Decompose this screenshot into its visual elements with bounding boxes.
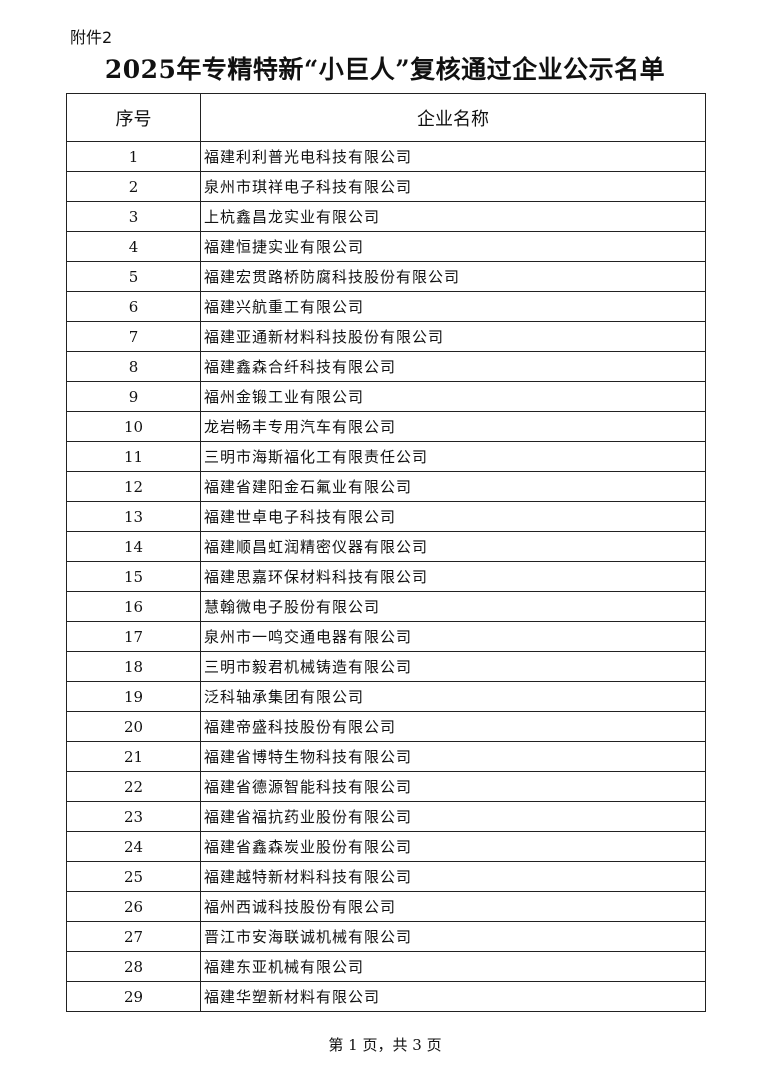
company-name-cell: 泉州市一鸣交通电器有限公司: [200, 621, 706, 652]
serial-cell: 27: [66, 921, 201, 952]
serial-cell: 18: [66, 651, 201, 682]
table-row: 27 晋江市安海联诚机械有限公司: [66, 921, 706, 952]
table-row: 24 福建省鑫森炭业股份有限公司: [66, 831, 706, 862]
company-name-cell: 福建思嘉环保材料科技有限公司: [200, 561, 706, 592]
serial-cell: 24: [66, 831, 201, 862]
company-name-cell: 福建省博特生物科技有限公司: [200, 741, 706, 772]
serial-cell: 3: [66, 201, 201, 232]
company-name-cell: 福建顺昌虹润精密仪器有限公司: [200, 531, 706, 562]
serial-cell: 11: [66, 441, 201, 472]
table-row: 3 上杭鑫昌龙实业有限公司: [66, 201, 706, 232]
table-row: 1 福建利利普光电科技有限公司: [66, 141, 706, 172]
table-row: 29 福建华塑新材料有限公司: [66, 981, 706, 1012]
table-row: 16 慧翰微电子股份有限公司: [66, 591, 706, 622]
company-name-cell: 慧翰微电子股份有限公司: [200, 591, 706, 622]
header-serial: 序号: [66, 93, 201, 142]
company-name-cell: 三明市海斯福化工有限责任公司: [200, 441, 706, 472]
table-row: 23 福建省福抗药业股份有限公司: [66, 801, 706, 832]
company-table: 序号 企业名称 1 福建利利普光电科技有限公司 2 泉州市琪祥电子科技有限公司 3 上杭鑫…: [66, 93, 706, 1012]
table-row: 11 三明市海斯福化工有限责任公司: [66, 441, 706, 472]
serial-cell: 26: [66, 891, 201, 922]
serial-cell: 6: [66, 291, 201, 322]
company-name-cell: 福建利利普光电科技有限公司: [200, 141, 706, 172]
table-row: 4 福建恒捷实业有限公司: [66, 231, 706, 262]
attachment-label: 附件2: [70, 28, 113, 47]
table-row: 10 龙岩畅丰专用汽车有限公司: [66, 411, 706, 442]
company-name-cell: 福建东亚机械有限公司: [200, 951, 706, 982]
company-name-cell: 福建帝盛科技股份有限公司: [200, 711, 706, 742]
table-row: 18 三明市毅君机械铸造有限公司: [66, 651, 706, 682]
serial-cell: 5: [66, 261, 201, 292]
company-name-cell: 福建省建阳金石氟业有限公司: [200, 471, 706, 502]
company-name-cell: 三明市毅君机械铸造有限公司: [200, 651, 706, 682]
company-name-cell: 福建鑫森合纤科技有限公司: [200, 351, 706, 382]
table-row: 14 福建顺昌虹润精密仪器有限公司: [66, 531, 706, 562]
serial-cell: 7: [66, 321, 201, 352]
table-row: 25 福建越特新材料科技有限公司: [66, 861, 706, 892]
company-name-cell: 龙岩畅丰专用汽车有限公司: [200, 411, 706, 442]
company-name-cell: 福建省德源智能科技有限公司: [200, 771, 706, 802]
table-body: 1 福建利利普光电科技有限公司 2 泉州市琪祥电子科技有限公司 3 上杭鑫昌龙实业有限公司…: [66, 141, 706, 1012]
table-row: 21 福建省博特生物科技有限公司: [66, 741, 706, 772]
serial-cell: 23: [66, 801, 201, 832]
table-row: 6 福建兴航重工有限公司: [66, 291, 706, 322]
serial-cell: 21: [66, 741, 201, 772]
table-row: 28 福建东亚机械有限公司: [66, 951, 706, 982]
serial-cell: 16: [66, 591, 201, 622]
serial-cell: 28: [66, 951, 201, 982]
serial-cell: 1: [66, 141, 201, 172]
serial-cell: 19: [66, 681, 201, 712]
table-row: 19 泛科轴承集团有限公司: [66, 681, 706, 712]
serial-cell: 17: [66, 621, 201, 652]
table-row: 17 泉州市一鸣交通电器有限公司: [66, 621, 706, 652]
company-name-cell: 晋江市安海联诚机械有限公司: [200, 921, 706, 952]
company-name-cell: 泛科轴承集团有限公司: [200, 681, 706, 712]
table-row: 13 福建世卓电子科技有限公司: [66, 501, 706, 532]
table-row: 20 福建帝盛科技股份有限公司: [66, 711, 706, 742]
table-row: 26 福州西诚科技股份有限公司: [66, 891, 706, 922]
serial-cell: 22: [66, 771, 201, 802]
serial-cell: 15: [66, 561, 201, 592]
table-row: 15 福建思嘉环保材料科技有限公司: [66, 561, 706, 592]
table-row: 2 泉州市琪祥电子科技有限公司: [66, 171, 706, 202]
serial-cell: 2: [66, 171, 201, 202]
company-name-cell: 福建宏贯路桥防腐科技股份有限公司: [200, 261, 706, 292]
page-title: 2025年专精特新“小巨人”复核通过企业公示名单: [104, 55, 666, 84]
table-row: 9 福州金锻工业有限公司: [66, 381, 706, 412]
serial-cell: 25: [66, 861, 201, 892]
table-row: 22 福建省德源智能科技有限公司: [66, 771, 706, 802]
header-company-name: 企业名称: [200, 93, 706, 142]
company-name-cell: 福州西诚科技股份有限公司: [200, 891, 706, 922]
company-name-cell: 福州金锻工业有限公司: [200, 381, 706, 412]
serial-cell: 29: [66, 981, 201, 1012]
serial-cell: 20: [66, 711, 201, 742]
table-row: 8 福建鑫森合纤科技有限公司: [66, 351, 706, 382]
company-name-cell: 福建华塑新材料有限公司: [200, 981, 706, 1012]
company-name-cell: 上杭鑫昌龙实业有限公司: [200, 201, 706, 232]
table-row: 7 福建亚通新材料科技股份有限公司: [66, 321, 706, 352]
company-name-cell: 福建省福抗药业股份有限公司: [200, 801, 706, 832]
company-name-cell: 福建省鑫森炭业股份有限公司: [200, 831, 706, 862]
company-name-cell: 福建亚通新材料科技股份有限公司: [200, 321, 706, 352]
serial-cell: 8: [66, 351, 201, 382]
serial-cell: 13: [66, 501, 201, 532]
table-row: 12 福建省建阳金石氟业有限公司: [66, 471, 706, 502]
page-footer: 第 1 页，共 3 页: [328, 1036, 442, 1054]
serial-cell: 9: [66, 381, 201, 412]
company-name-cell: 福建世卓电子科技有限公司: [200, 501, 706, 532]
serial-cell: 14: [66, 531, 201, 562]
serial-cell: 12: [66, 471, 201, 502]
company-name-cell: 福建恒捷实业有限公司: [200, 231, 706, 262]
table-header-row: 序号 企业名称: [66, 93, 706, 142]
table-row: 5 福建宏贯路桥防腐科技股份有限公司: [66, 261, 706, 292]
company-name-cell: 泉州市琪祥电子科技有限公司: [200, 171, 706, 202]
company-name-cell: 福建越特新材料科技有限公司: [200, 861, 706, 892]
company-name-cell: 福建兴航重工有限公司: [200, 291, 706, 322]
serial-cell: 4: [66, 231, 201, 262]
serial-cell: 10: [66, 411, 201, 442]
